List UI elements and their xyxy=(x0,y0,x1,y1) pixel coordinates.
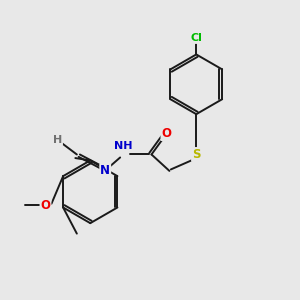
Text: O: O xyxy=(40,199,50,212)
Text: NH: NH xyxy=(114,141,132,151)
Text: H: H xyxy=(53,134,62,145)
Text: N: N xyxy=(100,164,110,177)
Text: O: O xyxy=(161,127,171,140)
Text: S: S xyxy=(192,148,200,161)
Text: Cl: Cl xyxy=(190,33,202,43)
